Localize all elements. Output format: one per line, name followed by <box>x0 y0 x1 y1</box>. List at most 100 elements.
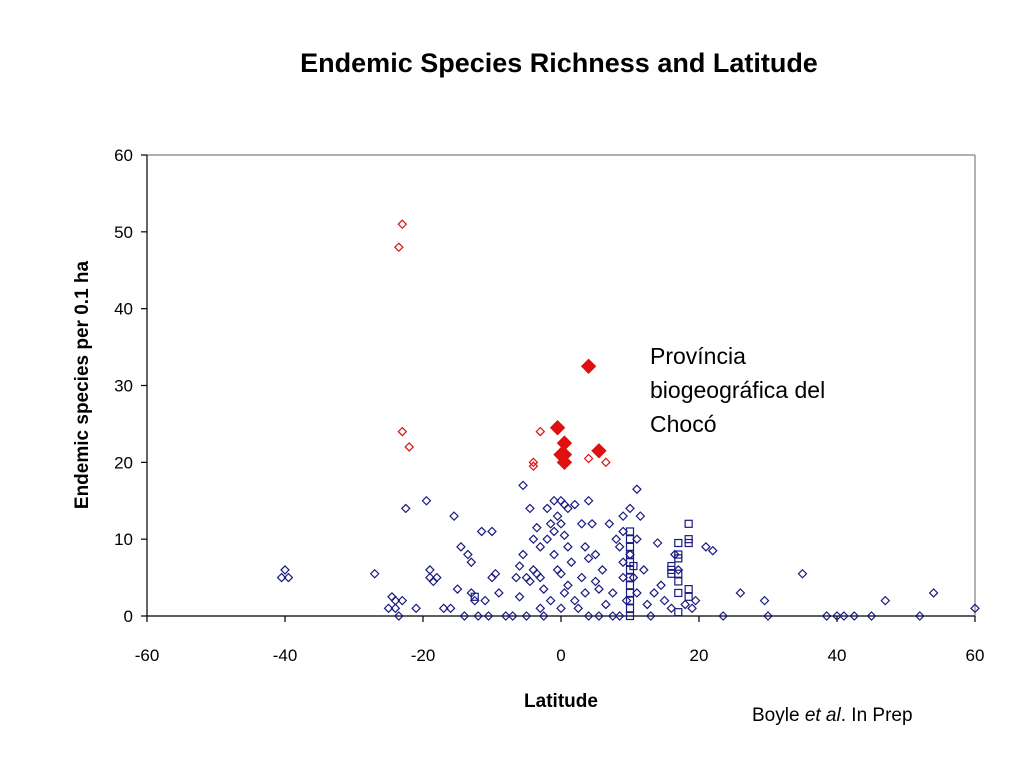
data-point <box>463 549 473 560</box>
y-tick-label: 0 <box>124 607 133 626</box>
data-point <box>970 603 980 614</box>
data-point <box>614 611 625 621</box>
plot-area <box>146 154 976 617</box>
credit-rest: . In Prep <box>841 705 913 726</box>
data-point <box>459 611 470 621</box>
data-point <box>618 511 628 521</box>
data-point <box>583 453 594 464</box>
data-point <box>535 572 546 583</box>
data-point <box>514 591 525 602</box>
data-point <box>549 526 559 537</box>
data-point <box>283 572 294 583</box>
data-point <box>421 495 432 506</box>
data-point <box>583 495 594 506</box>
x-tick-label: -60 <box>135 646 160 665</box>
data-point <box>490 568 501 579</box>
data-point <box>394 242 404 253</box>
data-point <box>563 503 573 514</box>
data-point <box>576 572 587 583</box>
data-point <box>839 611 849 621</box>
data-point <box>625 550 635 559</box>
data-point <box>590 549 601 560</box>
annotation-line-3: Chocó <box>650 411 716 437</box>
data-point <box>652 538 663 548</box>
data-point <box>569 499 580 510</box>
data-point <box>587 518 597 529</box>
data-point <box>580 588 590 598</box>
data-point <box>632 534 642 545</box>
data-point <box>618 572 628 583</box>
y-axis-label: Endemic species per 0.1 ha <box>72 260 93 509</box>
data-point <box>552 511 563 521</box>
data-point <box>625 549 635 560</box>
data-point <box>390 603 401 614</box>
data-point <box>535 603 546 614</box>
data-point <box>394 611 404 621</box>
data-point <box>625 581 635 590</box>
data-point <box>601 599 611 610</box>
data-point <box>684 585 693 594</box>
data-point <box>674 608 683 617</box>
data-point <box>597 565 608 575</box>
data-point <box>576 518 587 529</box>
data-point <box>494 588 504 598</box>
data-point <box>532 522 542 533</box>
data-point <box>549 420 566 436</box>
data-point <box>649 588 659 598</box>
data-point <box>438 603 449 614</box>
data-point <box>684 592 693 601</box>
data-point <box>625 535 635 544</box>
y-tick-label: 30 <box>114 377 133 396</box>
data-point <box>528 461 539 472</box>
data-point <box>638 565 649 575</box>
data-point <box>594 584 604 594</box>
data-point <box>607 611 618 621</box>
x-tick-label: -40 <box>273 646 298 665</box>
data-point <box>559 530 570 541</box>
data-point <box>591 443 607 459</box>
data-point <box>735 588 746 598</box>
data-point <box>276 572 287 583</box>
data-point <box>928 588 939 598</box>
data-point <box>507 611 518 621</box>
data-point <box>625 527 635 536</box>
data-point <box>473 611 484 621</box>
x-axis-ticks: -60 -40 -20 0 20 40 60 <box>135 616 985 665</box>
x-tick-label: 60 <box>966 646 985 665</box>
x-tick-label: -20 <box>411 646 436 665</box>
credit-etal: et al <box>805 705 842 726</box>
data-point <box>549 495 559 506</box>
data-point <box>573 603 584 614</box>
data-point <box>411 603 421 614</box>
y-tick-label: 50 <box>114 223 133 242</box>
data-point <box>563 580 573 591</box>
data-point <box>535 426 546 437</box>
data-point <box>880 595 891 606</box>
y-tick-label: 10 <box>114 530 133 549</box>
data-point <box>397 426 408 437</box>
data-point <box>625 604 635 613</box>
data-point <box>656 580 666 591</box>
data-point <box>701 542 711 552</box>
data-point <box>470 592 479 601</box>
data-point <box>542 534 553 545</box>
data-point <box>674 588 683 598</box>
data-points <box>276 219 980 621</box>
annotation-line-2: biogeográfica del <box>650 377 825 403</box>
data-point <box>625 503 635 514</box>
data-point <box>583 611 594 621</box>
data-point <box>674 577 683 586</box>
chart-title: Endemic Species Richness and Latitude <box>300 48 818 78</box>
data-point <box>476 526 487 537</box>
data-point <box>452 584 463 594</box>
data-point <box>500 611 511 621</box>
data-point <box>607 588 618 598</box>
data-point <box>518 549 528 560</box>
x-axis-label: Latitude <box>524 691 598 712</box>
data-point <box>563 542 573 552</box>
x-tick-label: 0 <box>556 646 565 665</box>
data-point <box>690 595 701 606</box>
data-point <box>601 457 611 468</box>
data-point <box>456 542 466 552</box>
